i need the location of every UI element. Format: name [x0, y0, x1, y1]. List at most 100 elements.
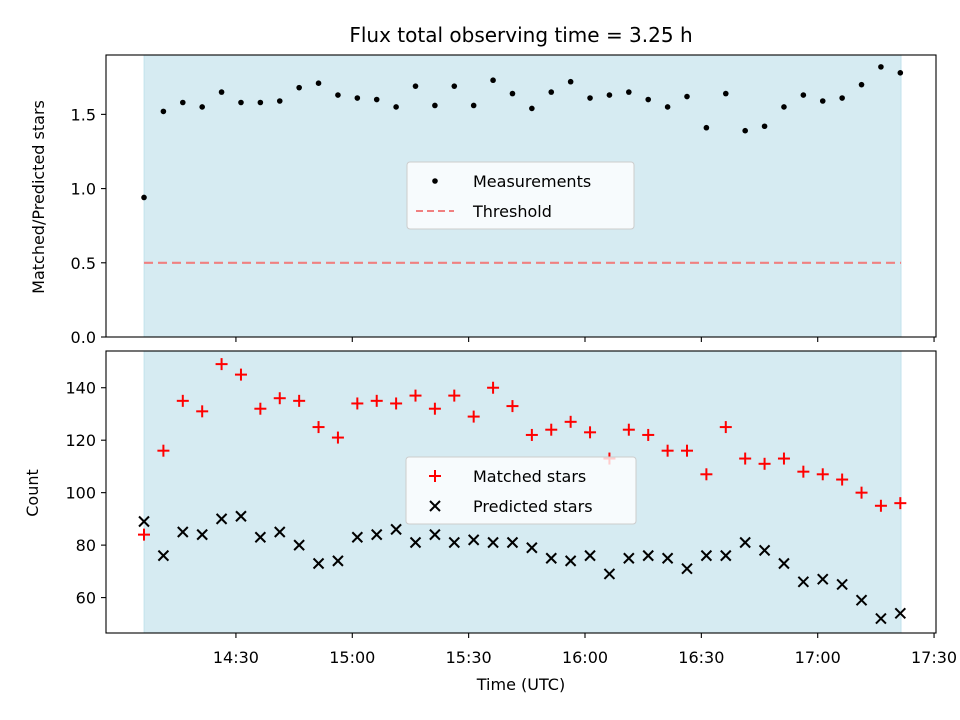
measurement-point — [606, 92, 613, 98]
predicted-star-point — [177, 526, 189, 538]
matched-star-point — [681, 444, 693, 457]
matched-star-point — [487, 381, 500, 394]
x-tick-label: 15:30 — [446, 648, 492, 667]
predicted-star-point — [855, 594, 868, 606]
ratio-y-tick-label: 1.0 — [71, 180, 96, 199]
matched-star-point — [661, 444, 674, 457]
matched-star-point — [894, 497, 907, 510]
measurement-point — [393, 104, 399, 110]
predicted-star-point — [778, 557, 790, 570]
counts-panel: 60 80 100 120 140 14:30 15:00 15:30 16:00 16:30 1… — [23, 350, 957, 694]
predicted-star-point — [720, 549, 732, 562]
predicted-star-point — [661, 552, 674, 564]
measurement-point — [742, 127, 748, 134]
predicted-star-point — [681, 563, 693, 575]
matched-stars-legend-marker — [429, 470, 441, 482]
matched-star-point — [390, 397, 403, 410]
measurement-point — [509, 90, 516, 97]
counts-legend: Matched stars Predicted stars — [405, 456, 637, 525]
predicted-star-point — [332, 555, 344, 567]
matched-star-point — [215, 358, 228, 371]
measurement-point — [722, 90, 729, 97]
predicted-star-point — [894, 607, 907, 620]
matched-star-point — [777, 452, 790, 465]
matched-star-point — [234, 368, 247, 381]
measurement-point — [373, 96, 380, 103]
chart-title: Flux total observing time = 3.25 h — [349, 23, 692, 47]
predicted-star-point — [603, 568, 616, 580]
measurements-legend-label: Measurements — [473, 172, 591, 191]
matched-star-point — [370, 394, 383, 407]
matched-star-point — [874, 499, 887, 512]
matched-star-point — [855, 486, 868, 499]
ratio-panel-frame — [105, 54, 937, 338]
measurement-point — [664, 104, 671, 110]
measurement-point — [276, 98, 283, 104]
predicted-star-point — [642, 549, 654, 562]
count-y-tick-label: 140 — [65, 379, 96, 398]
ratio-y-tick-label: 1.5 — [71, 105, 96, 124]
matched-star-point — [506, 400, 519, 413]
predicted-star-point — [836, 578, 848, 591]
measurement-point — [218, 89, 225, 95]
count-y-tick-label: 60 — [76, 589, 96, 608]
predicted-star-point — [215, 513, 228, 525]
count-y-tick-label: 100 — [65, 484, 96, 503]
measurement-point — [296, 84, 302, 91]
measurement-point — [781, 104, 787, 110]
matched-star-point — [545, 423, 558, 436]
matched-star-point — [564, 415, 577, 428]
predicted-star-point — [506, 536, 519, 549]
measurement-point — [470, 102, 477, 109]
predicted-star-point — [564, 555, 577, 567]
measurement-point — [432, 102, 438, 109]
measurement-point — [529, 105, 535, 112]
measurement-point — [897, 70, 904, 76]
predicted-stars-points — [138, 510, 907, 625]
predicted-star-point — [700, 549, 713, 562]
measurement-point — [878, 64, 884, 70]
matched-star-point — [448, 389, 461, 402]
predicted-star-point — [739, 536, 751, 549]
matched-star-point — [293, 394, 306, 407]
matched-star-point — [428, 402, 441, 415]
matched-star-point — [622, 423, 635, 436]
count-y-tick-label: 120 — [65, 431, 96, 450]
predicted-star-point — [293, 539, 305, 551]
ratio-legend: Measurements Threshold — [406, 161, 635, 230]
predicted-star-point — [274, 526, 286, 538]
predicted-star-point — [390, 523, 402, 536]
matched-star-point — [196, 405, 209, 418]
measurement-point — [626, 89, 632, 95]
x-tick-label: 16:00 — [562, 648, 608, 667]
predicted-star-point — [584, 549, 596, 562]
ratio-y-axis-label: Matched/Predicted stars — [29, 100, 48, 294]
ratio-panel: 0.0 0.5 1.0 1.5 Matched/Predicted stars Mea… — [29, 54, 937, 347]
ratio-y-tick-label: 0.5 — [71, 254, 96, 273]
measurement-point — [238, 99, 244, 106]
measurement-point — [335, 92, 341, 98]
predicted-star-point — [157, 549, 170, 562]
measurement-point — [858, 81, 865, 88]
x-axis-label: Time (UTC) — [476, 675, 565, 694]
matched-star-point — [467, 410, 480, 423]
matched-star-point — [157, 444, 170, 457]
matched-star-point — [739, 452, 752, 465]
measurement-points — [141, 64, 904, 201]
measurement-point — [548, 89, 555, 95]
matched-star-point — [331, 431, 344, 444]
measurement-point — [587, 95, 593, 101]
matched-star-point — [700, 468, 713, 481]
matched-star-point — [719, 421, 732, 434]
matched-star-point — [254, 402, 267, 415]
measurement-point — [179, 99, 186, 106]
predicted-star-point — [467, 534, 480, 546]
measurement-point — [684, 93, 690, 100]
count-y-tick-label: 80 — [76, 536, 96, 555]
ratio-y-tick-label: 0.0 — [71, 328, 96, 347]
predicted-stars-legend-marker — [429, 500, 441, 512]
matched-star-point — [836, 473, 849, 486]
matched-star-point — [273, 392, 286, 405]
predicted-star-point — [797, 576, 810, 588]
